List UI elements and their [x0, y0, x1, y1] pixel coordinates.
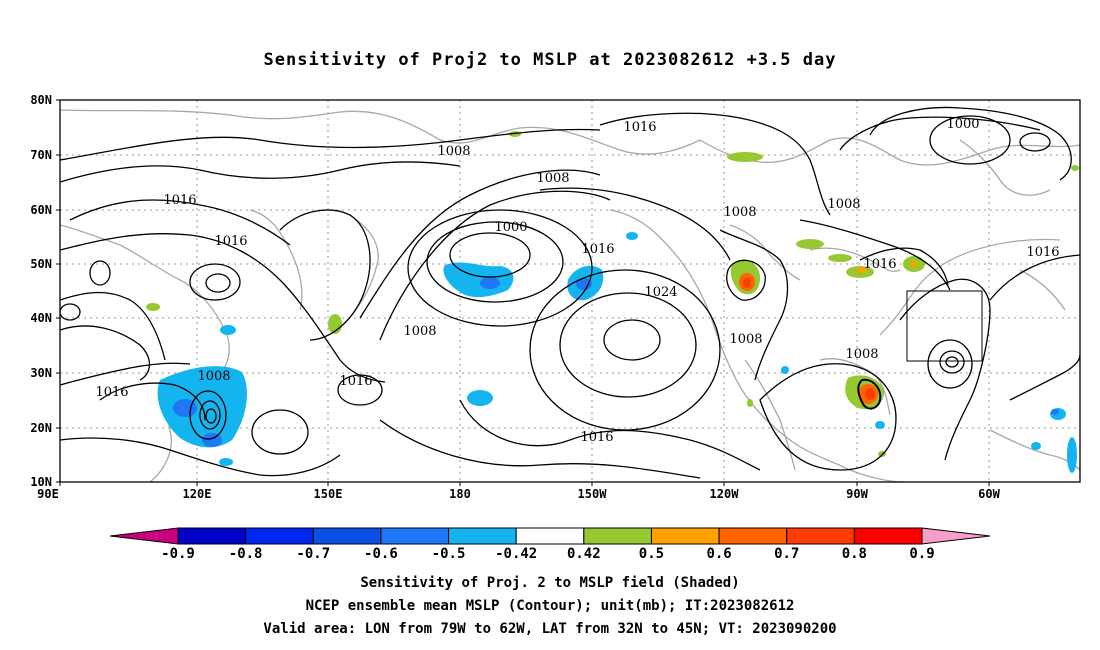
colorbar-swatch [718, 527, 788, 545]
contour-label: 1008 [723, 205, 756, 220]
contour-label: 1000 [946, 117, 979, 132]
lon-tick-label: 150E [314, 487, 343, 501]
colorbar-swatch [312, 527, 382, 545]
colorbar-label: -0.5 [432, 546, 466, 562]
colorbar-label: 0.42 [567, 546, 601, 562]
colorbar-label: -0.6 [364, 546, 398, 562]
contour-label: 1008 [729, 332, 762, 347]
lon-tick-label: 60W [978, 487, 1000, 501]
contour-label: 1024 [644, 285, 677, 300]
contour-label: 1016 [863, 257, 896, 272]
contour-label: 1016 [1026, 245, 1059, 260]
colorbar-label: -0.8 [229, 546, 263, 562]
colorbar-swatch [177, 527, 247, 545]
colorbar-label: 0.9 [909, 546, 934, 562]
colorbar-label: 0.6 [706, 546, 731, 562]
lon-tick-label: 180 [449, 487, 471, 501]
lat-tick-label: 80N [30, 93, 52, 107]
contour-label: 1008 [845, 347, 878, 362]
latitude-labels: 80N 70N 60N 50N 40N 30N 20N 10N [30, 93, 52, 489]
colorbar-label: -0.7 [296, 546, 330, 562]
lat-tick-label: 50N [30, 257, 52, 271]
contour-label: 1008 [197, 369, 230, 384]
footer-line-1: Sensitivity of Proj. 2 to MSLP field (Sh… [360, 575, 740, 591]
contour-label: 1008 [437, 144, 470, 159]
colorbar-label: 0.5 [639, 546, 664, 562]
lon-tick-label: 120E [183, 487, 212, 501]
contour-label: 1000 [494, 220, 527, 235]
axis-ticks [56, 99, 990, 486]
colorbar: -0.9 -0.8 -0.7 -0.6 -0.5 -0.42 0.42 0.5 0.6 0.7 0.… [109, 527, 991, 562]
colorbar-swatch [853, 527, 923, 545]
contour-label: 1016 [214, 234, 247, 249]
lat-tick-label: 70N [30, 148, 52, 162]
contour-label: 1016 [623, 120, 656, 135]
lat-tick-label: 40N [30, 311, 52, 325]
contour-label: 1008 [403, 324, 436, 339]
colorbar-swatch [786, 527, 855, 545]
lat-tick-label: 10N [30, 475, 52, 489]
colorbar-swatch [380, 527, 450, 545]
colorbar-swatch [921, 527, 991, 545]
contour-label: 1008 [827, 197, 860, 212]
contour-labels: 1016 1008 1000 1008 1016 1016 1000 1008 … [95, 117, 1059, 445]
contour-label: 1016 [95, 385, 128, 400]
lon-tick-label: 150W [578, 487, 608, 501]
lon-tick-label: 90W [846, 487, 868, 501]
lat-tick-label: 20N [30, 421, 52, 435]
footer-line-3: Valid area: LON from 79W to 62W, LAT fro… [263, 621, 837, 637]
longitude-labels: 90E 120E 150E 180 150W 120W 90W 60W [37, 487, 1000, 501]
lat-tick-label: 60N [30, 203, 52, 217]
colorbar-label: 0.8 [842, 546, 867, 562]
colorbar-label: -0.42 [495, 546, 537, 562]
colorbar-label: 0.7 [774, 546, 799, 562]
footer-line-2: NCEP ensemble mean MSLP (Contour); unit(… [305, 598, 795, 614]
contour-label: 1016 [581, 242, 614, 257]
contour-label: 1016 [339, 374, 372, 389]
colorbar-swatch [515, 527, 585, 545]
mslp-contours [60, 106, 1080, 479]
map-frame [59, 99, 1081, 483]
colorbar-swatch [109, 527, 179, 545]
lon-tick-label: 120W [710, 487, 740, 501]
colorbar-label: -0.9 [161, 546, 195, 562]
colorbar-swatch [583, 527, 652, 545]
map-title: Sensitivity of Proj2 to MSLP at 20230826… [263, 50, 837, 70]
valid-area-box [906, 290, 983, 362]
sensitivity-shading [146, 131, 1079, 473]
colorbar-swatch [245, 527, 314, 545]
colorbar-swatch [650, 527, 720, 545]
colorbar-swatch [448, 527, 517, 545]
contour-label: 1008 [536, 171, 569, 186]
contour-label: 1016 [163, 193, 196, 208]
contour-label: 1016 [580, 430, 613, 445]
lon-tick-label: 90E [37, 487, 59, 501]
lat-tick-label: 30N [30, 366, 52, 380]
